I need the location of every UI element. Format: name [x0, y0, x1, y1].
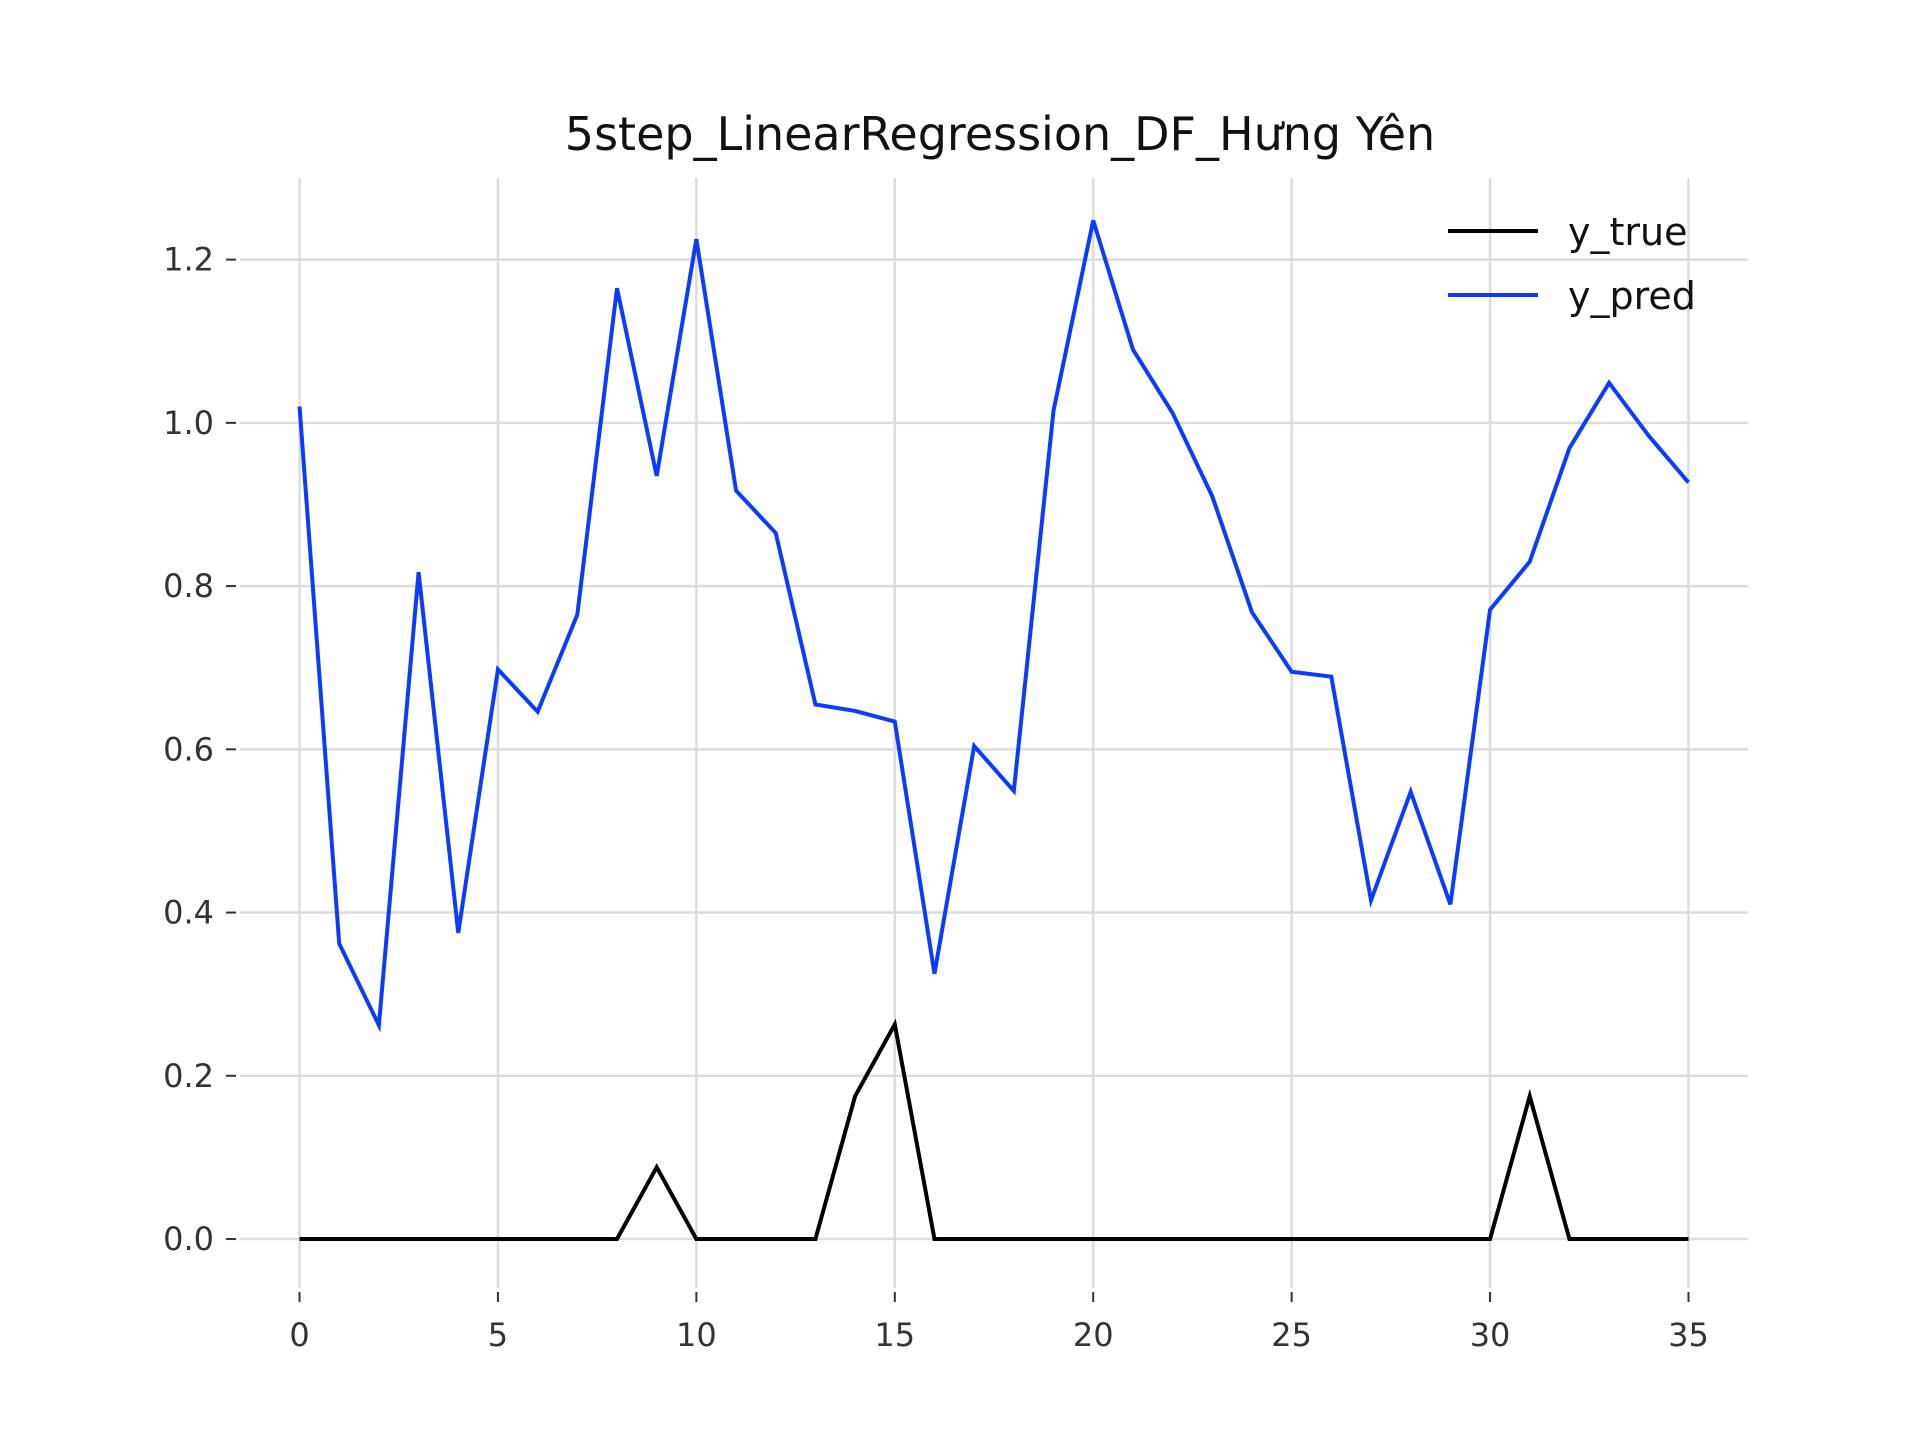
data-point-y-pred — [617, 288, 618, 289]
data-point-y-true — [1251, 1239, 1252, 1240]
data-point-y-pred — [1490, 609, 1491, 610]
data-point-y-pred — [1371, 900, 1372, 901]
data-point-y-pred — [696, 239, 697, 240]
data-point-y-true — [299, 1239, 300, 1240]
x-tick-label: 30 — [1470, 1316, 1511, 1354]
chart-title: 5step_LinearRegression_DF_Hưng Yên — [565, 107, 1435, 161]
y-tick-label: 0.8 — [163, 567, 214, 605]
y-tick-label: 0.4 — [163, 894, 214, 932]
data-point-y-true — [1688, 1239, 1689, 1240]
data-point-y-true — [1490, 1239, 1491, 1240]
data-point-y-pred — [815, 704, 816, 705]
data-point-y-true — [1291, 1239, 1292, 1240]
data-point-y-true — [577, 1239, 578, 1240]
x-tick-label: 0 — [289, 1316, 309, 1354]
data-point-y-pred — [1212, 496, 1213, 497]
data-point-y-true — [1331, 1239, 1332, 1240]
data-point-y-pred — [974, 746, 975, 747]
data-point-y-true — [617, 1239, 618, 1240]
data-point-y-pred — [855, 710, 856, 711]
data-point-y-pred — [1331, 676, 1332, 677]
data-point-y-pred — [418, 572, 419, 573]
data-point-y-pred — [1093, 220, 1094, 221]
y-tick-label: 0.2 — [163, 1057, 214, 1095]
data-point-y-true — [497, 1239, 498, 1240]
x-tick-label: 20 — [1073, 1316, 1114, 1354]
series-line-y-true — [299, 1018, 1689, 1242]
data-point-y-true — [934, 1239, 935, 1240]
x-tick-label: 10 — [676, 1316, 717, 1354]
data-point-y-pred — [1172, 413, 1173, 414]
data-point-y-pred — [656, 475, 657, 476]
axis-ticks: 0 5 10 15 20 25 30 35 0.0 0.2 0.4 0.6 0.8 1.0 1.2 — [163, 241, 1709, 1354]
data-point-y-true — [1053, 1239, 1054, 1240]
data-point-y-true — [736, 1239, 737, 1240]
data-point-y-pred — [775, 533, 776, 534]
data-point-y-true — [339, 1239, 340, 1240]
y-tick-label: 1.2 — [163, 241, 214, 279]
data-point-y-true — [378, 1239, 379, 1240]
x-tick-label: 15 — [874, 1316, 915, 1354]
data-point-y-pred — [1053, 410, 1054, 411]
series-line-y-pred — [297, 219, 1690, 1033]
series-lines — [297, 219, 1690, 1242]
data-point-y-true — [696, 1239, 697, 1240]
data-point-y-true — [418, 1239, 419, 1240]
data-point-y-true — [1013, 1239, 1014, 1240]
x-tick-label: 5 — [488, 1316, 508, 1354]
data-point-y-pred — [299, 406, 300, 407]
legend-label-y-pred: y_pred — [1568, 274, 1696, 318]
data-point-y-pred — [458, 932, 459, 933]
legend-label-y-true: y_true — [1568, 210, 1687, 254]
data-point-y-pred — [736, 490, 737, 491]
data-point-y-true — [1648, 1239, 1649, 1240]
data-point-y-pred — [1609, 382, 1610, 383]
data-point-y-pred — [1688, 482, 1689, 483]
grid — [240, 178, 1748, 1288]
data-point-y-true — [974, 1239, 975, 1240]
data-point-y-pred — [1529, 561, 1530, 562]
y-tick-label: 0.0 — [163, 1220, 214, 1258]
data-point-y-pred — [1132, 349, 1133, 350]
data-point-y-pred — [537, 711, 538, 712]
data-point-y-pred — [339, 943, 340, 944]
data-point-y-true — [855, 1096, 856, 1097]
data-point-y-true — [1410, 1239, 1411, 1240]
data-point-y-pred — [1410, 791, 1411, 792]
x-tick-label: 35 — [1668, 1316, 1709, 1354]
x-tick-label: 25 — [1271, 1316, 1312, 1354]
data-point-y-true — [537, 1239, 538, 1240]
legend: y_true y_pred — [1448, 210, 1696, 318]
data-point-y-true — [1093, 1239, 1094, 1240]
data-point-y-true — [1132, 1239, 1133, 1240]
data-point-y-pred — [894, 721, 895, 722]
data-point-y-true — [1609, 1239, 1610, 1240]
data-point-y-true — [656, 1167, 657, 1168]
data-point-y-true — [1172, 1239, 1173, 1240]
data-point-y-true — [1529, 1096, 1530, 1097]
data-point-y-true — [894, 1024, 895, 1025]
data-point-y-pred — [577, 614, 578, 615]
data-point-y-true — [775, 1239, 776, 1240]
data-point-y-pred — [934, 973, 935, 974]
data-point-y-true — [1450, 1239, 1451, 1240]
data-point-y-pred — [1291, 671, 1292, 672]
y-tick-label: 1.0 — [163, 404, 214, 442]
data-point-y-pred — [1450, 904, 1451, 905]
data-point-y-true — [458, 1239, 459, 1240]
data-point-y-true — [1371, 1239, 1372, 1240]
data-point-y-pred — [1569, 448, 1570, 449]
y-tick-label: 0.6 — [163, 730, 214, 768]
data-point-y-pred — [1013, 790, 1014, 791]
data-point-y-true — [815, 1239, 816, 1240]
data-point-y-pred — [1648, 435, 1649, 436]
data-point-y-pred — [1251, 612, 1252, 613]
data-point-y-pred — [378, 1025, 379, 1026]
data-point-y-true — [1212, 1239, 1213, 1240]
data-point-y-true — [1569, 1239, 1570, 1240]
data-point-y-pred — [497, 669, 498, 670]
